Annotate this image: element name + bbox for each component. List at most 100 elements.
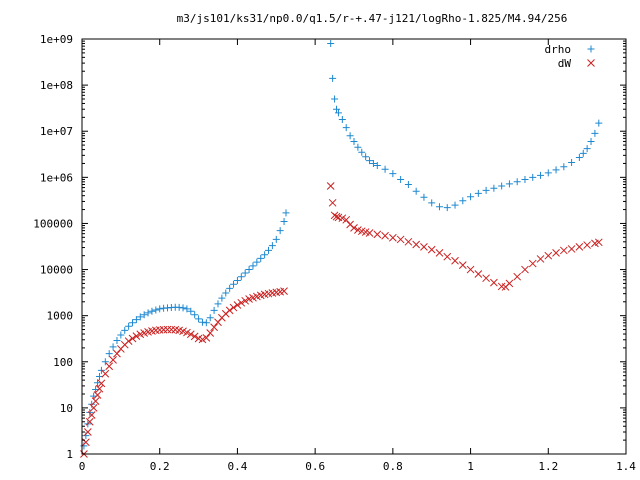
data-point-dW <box>198 335 207 344</box>
y-tick-label: 10 <box>60 402 73 415</box>
data-point-drho <box>342 124 350 132</box>
data-point-drho <box>327 39 335 47</box>
data-point-dW <box>97 379 106 388</box>
data-point-drho <box>183 305 191 313</box>
data-point-drho <box>187 307 195 315</box>
data-point-dW <box>458 261 467 269</box>
data-point-drho <box>191 311 199 319</box>
x-tick-label: 1 <box>467 460 474 473</box>
data-point-drho <box>226 284 234 292</box>
data-point-dW <box>186 330 195 339</box>
data-point-drho <box>125 322 133 330</box>
data-point-dW <box>381 231 389 240</box>
data-point-drho <box>346 132 354 140</box>
data-point-drho <box>94 379 102 387</box>
x-tick-label: 0.4 <box>227 460 247 473</box>
data-point-dW <box>326 182 335 190</box>
data-point-drho <box>362 153 370 161</box>
data-point-drho <box>560 163 568 171</box>
data-point-drho <box>280 218 288 226</box>
data-point-drho <box>198 318 206 326</box>
data-point-drho <box>109 343 117 351</box>
data-point-drho <box>218 294 226 302</box>
data-point-drho <box>591 129 599 137</box>
data-point-drho <box>132 316 140 324</box>
data-point-dW <box>328 198 337 207</box>
x-tick-label: 0 <box>79 460 86 473</box>
data-point-dW <box>342 215 351 224</box>
data-point-drho <box>451 201 459 209</box>
data-point-drho <box>202 319 210 327</box>
chart-title: m3/js101/ks31/np0.0/q1.5/r-+.47-j121/log… <box>177 12 568 25</box>
data-point-drho <box>261 251 269 259</box>
data-point-dW <box>482 274 490 283</box>
data-point-drho <box>568 158 576 166</box>
data-point-drho <box>366 157 374 165</box>
data-point-drho <box>350 137 358 145</box>
data-point-drho <box>381 165 389 173</box>
x-tick-label: 1.2 <box>538 460 558 473</box>
data-point-drho <box>389 170 397 178</box>
data-point-drho <box>241 269 249 277</box>
data-point-dW <box>490 278 498 287</box>
legend-label: dW <box>558 57 572 70</box>
data-point-dW <box>389 233 397 242</box>
data-point-dW <box>280 287 288 296</box>
data-point-dW <box>544 251 553 260</box>
data-point-drho <box>443 204 451 212</box>
data-point-dW <box>338 214 347 223</box>
series-dW <box>80 182 603 458</box>
data-point-drho <box>354 143 362 151</box>
data-point-dW <box>206 329 215 337</box>
data-point-dW <box>113 349 121 358</box>
data-point-dW <box>412 240 421 249</box>
data-point-drho <box>245 266 253 274</box>
data-point-drho <box>101 358 109 366</box>
data-point-dW <box>559 246 568 255</box>
data-point-dW <box>396 235 405 244</box>
data-point-drho <box>121 326 129 334</box>
data-point-drho <box>490 184 498 192</box>
data-point-drho <box>338 115 346 123</box>
data-point-drho <box>331 95 339 103</box>
data-point-drho <box>152 306 160 314</box>
data-point-dW <box>183 328 191 337</box>
data-point-dW <box>505 279 514 288</box>
data-point-drho <box>552 166 560 174</box>
data-point-dW <box>202 334 211 342</box>
data-point-dW <box>132 332 141 340</box>
data-point-drho <box>329 74 337 82</box>
data-point-dW <box>105 362 114 371</box>
x-tick-label: 0.8 <box>383 460 403 473</box>
data-point-dW <box>466 265 475 274</box>
data-point-drho <box>113 336 121 344</box>
plot-frame <box>81 38 627 455</box>
data-point-drho <box>156 305 164 313</box>
data-point-dW <box>167 325 176 334</box>
data-point-drho <box>334 109 342 117</box>
y-tick-label: 100000 <box>33 217 73 230</box>
data-point-drho <box>435 203 443 211</box>
data-point-drho <box>233 276 241 284</box>
data-point-drho <box>92 386 100 394</box>
data-point-dW <box>124 337 133 346</box>
data-point-dW <box>87 411 96 419</box>
legend-marker-drho <box>587 45 595 53</box>
data-point-drho <box>97 366 105 374</box>
data-point-drho <box>498 182 506 190</box>
data-point-dW <box>83 428 92 436</box>
data-point-dW <box>404 237 413 246</box>
axes: 0 0.2 0.4 0.6 0.8 1 1.2 1.4 1 10 100 1000 10000 10000… <box>33 33 636 473</box>
data-point-drho <box>282 209 290 217</box>
data-point-drho <box>136 313 144 321</box>
data-point-dW <box>332 212 341 221</box>
series-drho <box>80 39 603 450</box>
data-point-drho <box>195 315 203 323</box>
legend-marker-dW <box>587 59 595 67</box>
y-tick-label: 1e+09 <box>40 33 73 46</box>
data-point-dW <box>594 238 603 247</box>
data-point-dW <box>567 245 576 253</box>
data-point-dW <box>85 417 94 426</box>
data-point-drho <box>459 197 467 205</box>
data-point-drho <box>583 145 591 153</box>
